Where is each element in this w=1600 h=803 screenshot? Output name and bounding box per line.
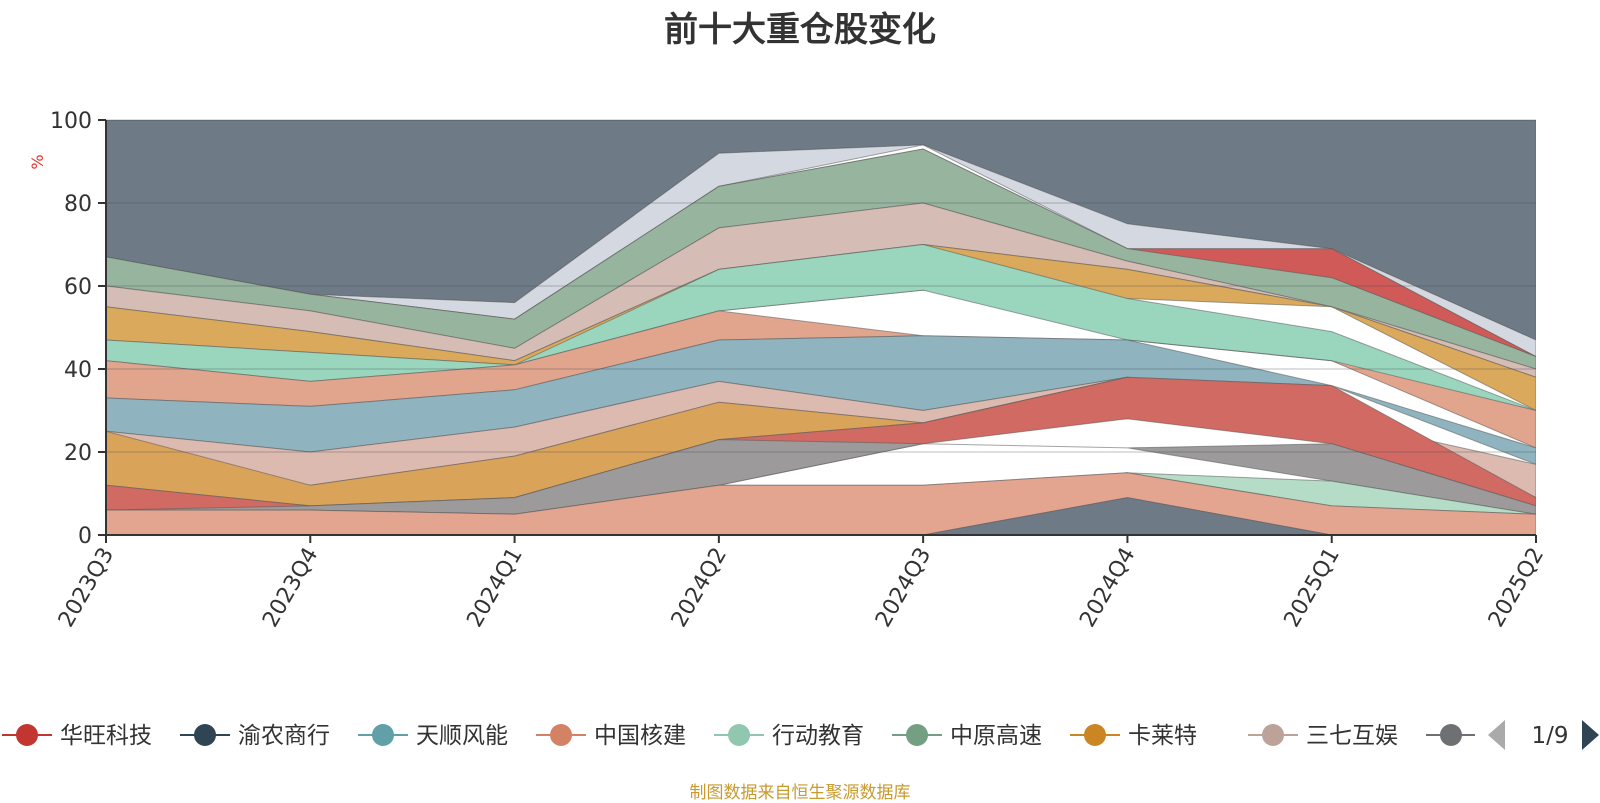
legend-marker-icon — [1440, 724, 1462, 746]
legend-item[interactable]: 广汇 — [1426, 723, 1530, 749]
x-tick-label: 2025Q2 — [1484, 544, 1549, 632]
legend-item[interactable]: 中国核建 — [536, 723, 686, 749]
legend-label: 渝农商行 — [238, 723, 330, 749]
legend-item[interactable]: 行动教育 — [714, 723, 864, 749]
legend-item[interactable]: 卡莱特 — [1070, 723, 1197, 749]
legend-label: 卡莱特 — [1128, 723, 1197, 749]
y-tick-label: 0 — [78, 524, 92, 549]
area-bands — [106, 120, 1536, 535]
legend-label: 中原高速 — [950, 723, 1042, 749]
y-tick-label: 40 — [64, 358, 92, 383]
legend-item[interactable]: 中原高速 — [892, 723, 1042, 749]
gridlines — [106, 119, 1536, 453]
y-tick-label: 60 — [64, 275, 92, 300]
legend-marker-icon — [372, 724, 394, 746]
y-axis-unit: % — [28, 154, 47, 169]
legend-label: 华旺科技 — [60, 723, 152, 749]
area-band-14 — [106, 472, 1536, 535]
legend-item[interactable]: 渝农商行 — [180, 723, 330, 749]
legend-marker-icon — [1262, 724, 1284, 746]
legend-next-icon[interactable] — [1582, 720, 1599, 750]
legend-label: 行动教育 — [772, 723, 864, 749]
legend-item[interactable]: 华旺科技 — [2, 723, 152, 749]
legend-label: 中国核建 — [594, 723, 686, 749]
legend-marker-icon — [194, 724, 216, 746]
y-tick-label: 80 — [64, 192, 92, 217]
legend-marker-icon — [1084, 724, 1106, 746]
source-note: 制图数据来自恒生聚源数据库 — [689, 783, 911, 803]
x-tick-label: 2023Q4 — [258, 544, 323, 632]
legend-page-indicator: 1/9 — [1531, 723, 1568, 749]
legend-item[interactable]: 天顺风能 — [358, 723, 508, 749]
x-tick-label: 2024Q3 — [871, 544, 936, 632]
legend-marker-icon — [906, 724, 928, 746]
legend-item[interactable]: 三七互娱 — [1248, 723, 1398, 749]
area-band-15 — [106, 497, 1536, 535]
legend-pager: 1/9 — [1488, 720, 1599, 750]
chart-title: 前十大重仓股变化 — [664, 10, 936, 50]
x-tick-label: 2024Q1 — [462, 544, 527, 632]
legend: 华旺科技 渝农商行 天顺风能 中国核建 行动教育 中原高速 卡莱特 三七互娱 广汇 — [2, 723, 1530, 749]
legend-marker-icon — [728, 724, 750, 746]
legend-marker-icon — [16, 724, 38, 746]
legend-label: 天顺风能 — [416, 723, 508, 749]
legend-label: 三七互娱 — [1306, 723, 1398, 749]
y-tick-label: 20 — [64, 441, 92, 466]
legend-prev-icon[interactable] — [1488, 720, 1505, 750]
x-tick-label: 2024Q4 — [1075, 544, 1140, 632]
legend-marker-icon — [550, 724, 572, 746]
x-tick-label: 2025Q1 — [1280, 544, 1345, 632]
x-tick-label: 2024Q2 — [667, 544, 732, 632]
y-tick-label: 100 — [50, 109, 92, 134]
x-tick-label: 2023Q3 — [54, 544, 119, 632]
